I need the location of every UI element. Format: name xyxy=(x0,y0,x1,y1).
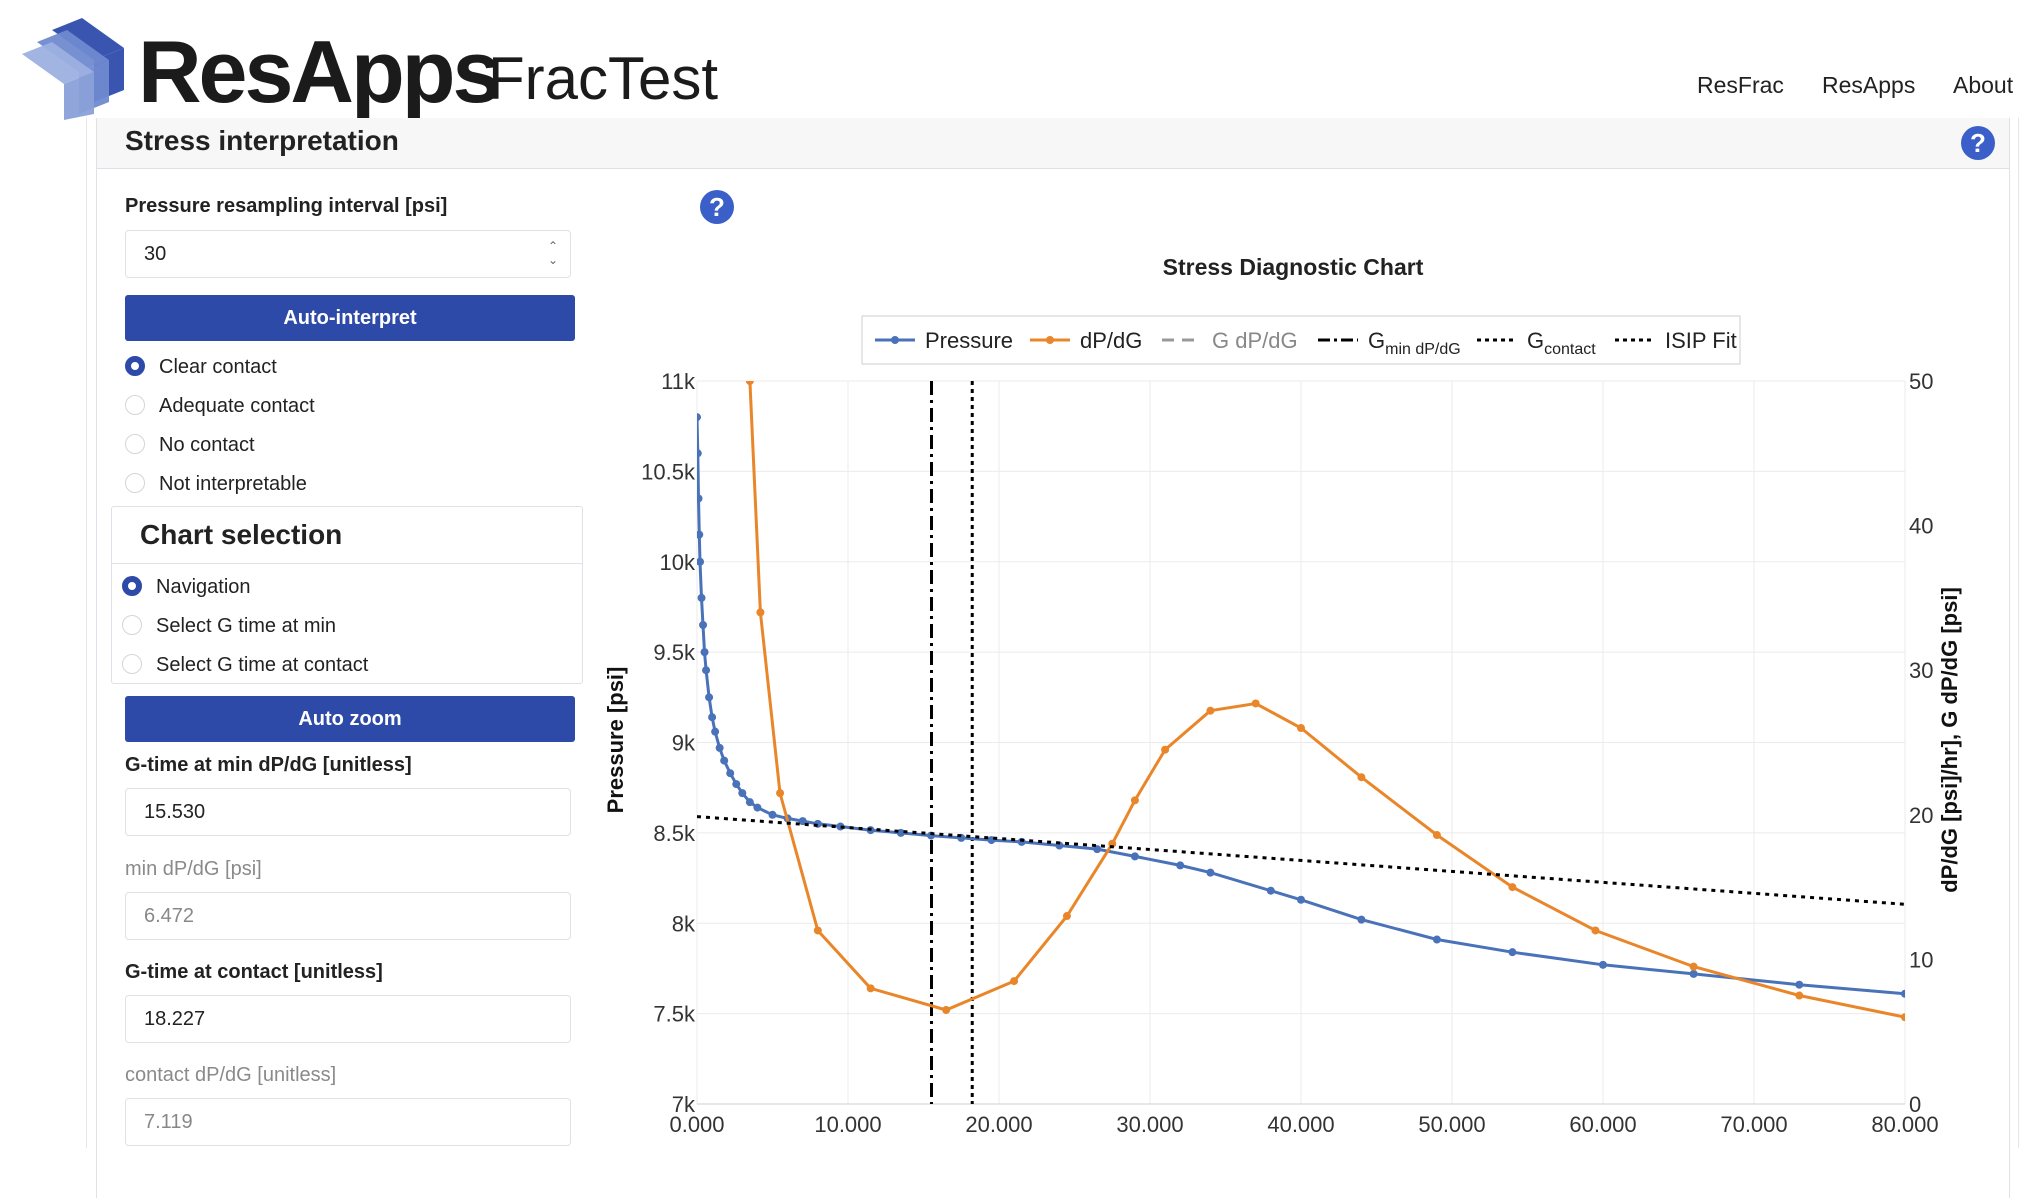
nav-resapps[interactable]: ResApps xyxy=(1822,72,1916,98)
divider xyxy=(112,563,582,564)
radio-label: Clear contact xyxy=(159,356,277,378)
radio-label: Navigation xyxy=(156,576,251,598)
contact-dpdg-input: 7.119 xyxy=(125,1098,571,1146)
resampling-value: 30 xyxy=(144,243,167,265)
radio-not-interpretable[interactable]: Not interpretable xyxy=(125,470,307,498)
gcontact-label: G-time at contact [unitless] xyxy=(125,961,383,983)
gmin-label: G-time at min dP/dG [unitless] xyxy=(125,754,412,776)
radio-selected-icon xyxy=(122,576,142,596)
radio-select-gmin[interactable]: Select G time at min xyxy=(122,612,336,640)
resampling-label: Pressure resampling interval [psi] xyxy=(125,195,448,217)
min-dpdg-input: 6.472 xyxy=(125,892,571,940)
chart-help-icon[interactable]: ? xyxy=(700,190,734,224)
stress-interpretation-card: Stress interpretation ? Pressure resampl… xyxy=(96,118,2010,1198)
radio-label: Select G time at min xyxy=(156,615,337,637)
brand-name: ResApps xyxy=(138,22,501,121)
page-border-right xyxy=(2018,118,2019,1148)
nav-resfrac[interactable]: ResFrac xyxy=(1697,72,1784,98)
nav-about[interactable]: About xyxy=(1953,72,2014,98)
gmin-input[interactable]: 15.530 xyxy=(125,788,571,836)
min-dpdg-label: min dP/dG [psi] xyxy=(125,858,262,880)
chart-selection-title: Chart selection xyxy=(140,519,343,550)
card-header: Stress interpretation ? xyxy=(97,118,2009,169)
radio-label: Adequate contact xyxy=(159,395,315,417)
radio-adequate-contact[interactable]: Adequate contact xyxy=(125,392,315,420)
radio-no-contact[interactable]: No contact xyxy=(125,431,255,459)
auto-zoom-button[interactable]: Auto zoom xyxy=(125,696,575,742)
stepper-icon[interactable]: ⌃ ⌄ xyxy=(547,239,558,267)
help-icon[interactable]: ? xyxy=(1961,126,1995,160)
radio-label: Not interpretable xyxy=(159,473,307,495)
radio-icon xyxy=(122,654,142,674)
page-border-left xyxy=(86,118,87,1148)
contact-dpdg-label: contact dP/dG [unitless] xyxy=(125,1064,337,1086)
radio-navigation[interactable]: Navigation xyxy=(122,573,251,601)
radio-icon xyxy=(122,615,142,635)
radio-icon xyxy=(125,473,145,493)
chart-selection-box: Chart selection Navigation Select G time… xyxy=(111,506,583,684)
radio-selected-icon xyxy=(125,356,145,376)
resapps-logo-icon xyxy=(22,18,124,120)
radio-label: Select G time at contact xyxy=(156,654,369,676)
header: ResApps FracTest ResFrac ResApps About xyxy=(0,0,2036,121)
radio-label: No contact xyxy=(159,434,255,456)
radio-clear-contact[interactable]: Clear contact xyxy=(125,353,277,381)
gcontact-input[interactable]: 18.227 xyxy=(125,995,571,1043)
resampling-input[interactable]: 30 ⌃ ⌄ xyxy=(125,230,571,278)
radio-icon xyxy=(125,434,145,454)
radio-select-gcontact[interactable]: Select G time at contact xyxy=(122,651,368,679)
auto-interpret-button[interactable]: Auto-interpret xyxy=(125,295,575,341)
card-title: Stress interpretation xyxy=(125,125,399,156)
app-name: FracTest xyxy=(488,45,719,112)
radio-icon xyxy=(125,395,145,415)
